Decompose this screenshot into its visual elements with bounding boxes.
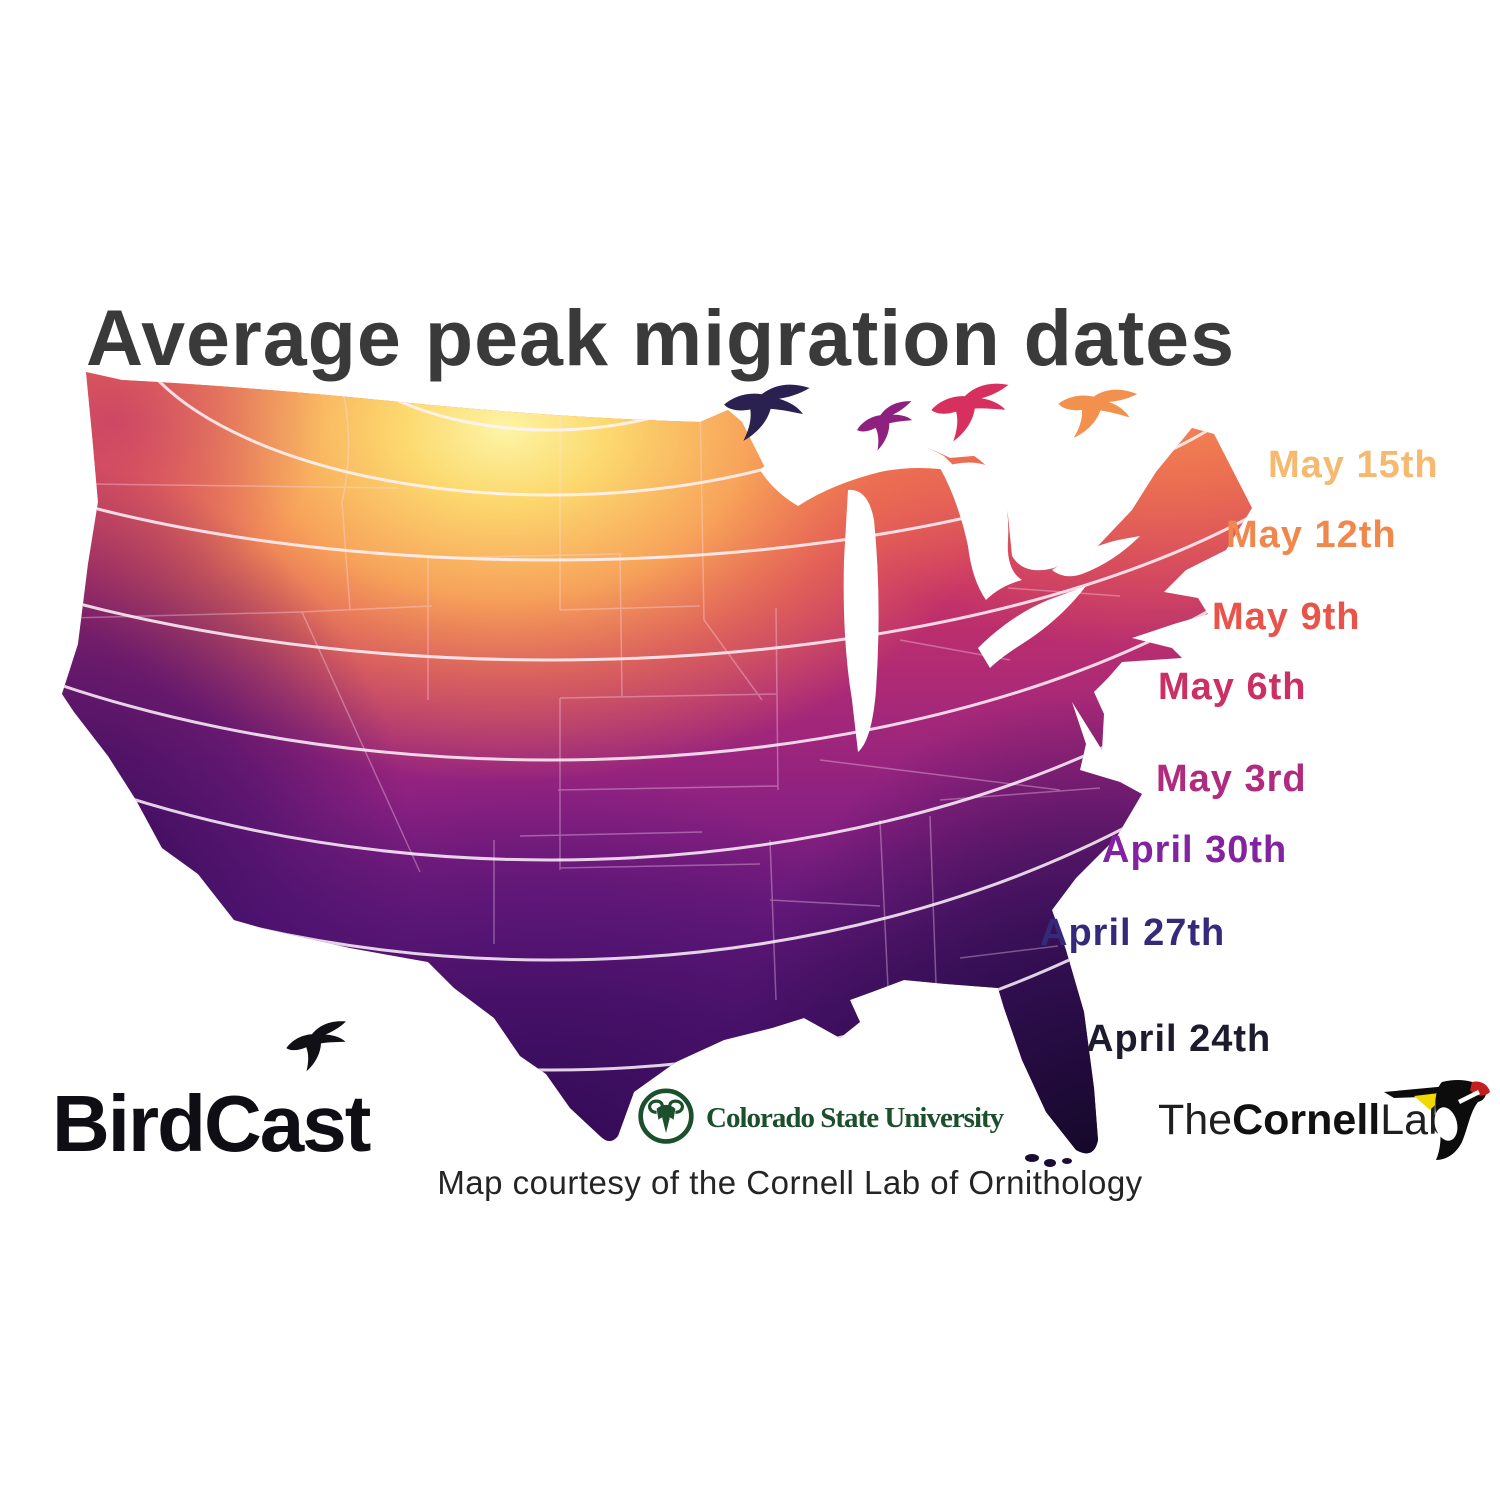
date-label-may-12: May 12th (1226, 514, 1397, 556)
date-label-may-3: May 3rd (1156, 758, 1307, 800)
cornell-sapsucker-icon (1384, 1070, 1492, 1162)
date-label-april-24: April 24th (1086, 1018, 1272, 1060)
csu-logo-text: Colorado State University (706, 1101, 1004, 1134)
lake-ontario-shape (1052, 536, 1140, 577)
bird-silhouette-purple (850, 391, 924, 462)
page-title: Average peak migration dates (86, 293, 1236, 382)
csu-ram-seal-icon (638, 1088, 694, 1144)
lake-michigan-shape (843, 489, 879, 752)
great-lakes (760, 430, 1140, 752)
lake-erie-shape (978, 586, 1086, 668)
map-credit-caption: Map courtesy of the Cornell Lab of Ornit… (437, 1164, 1143, 1201)
date-label-may-15: May 15th (1268, 444, 1439, 486)
date-label-april-27: April 27th (1040, 912, 1226, 954)
lake-superior-shape (760, 430, 960, 506)
migration-date-contours (0, 0, 1500, 1070)
csu-logo: Colorado State University (636, 1088, 1004, 1148)
date-label-may-9: May 9th (1212, 596, 1361, 638)
state-borders (69, 394, 1121, 1001)
bird-silhouette-orange (1052, 377, 1139, 450)
date-label-may-6: May 6th (1158, 666, 1307, 708)
florida-keys (1025, 1154, 1072, 1167)
birdcast-logo: BirdCast (52, 1079, 371, 1168)
bird-silhouette-indigo (720, 376, 812, 451)
lake-huron-shape (940, 462, 1022, 600)
bird-silhouette-crimson (928, 379, 1014, 447)
date-label-april-30: April 30th (1102, 829, 1288, 871)
birdcast-bird-icon (282, 1019, 356, 1084)
